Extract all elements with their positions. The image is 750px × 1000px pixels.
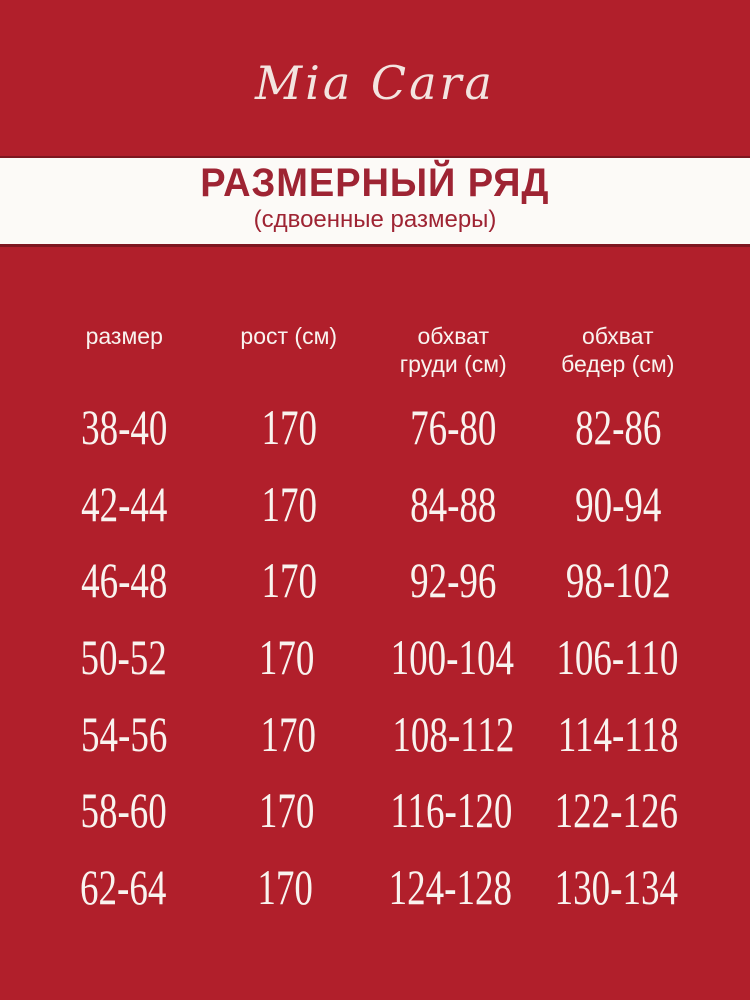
column-header-label: обхват бедер (см): [561, 323, 675, 377]
title-banner: РАЗМЕРНЫЙ РЯД (сдвоенные размеры): [0, 156, 750, 247]
column-header-2: обхват груди (см): [371, 322, 536, 378]
column-header-1: рост (см): [207, 322, 372, 378]
table-row: 46-48 170 92-96 98-102: [42, 542, 700, 619]
size-table-body: 38-40 170 76-80 82-86 42-44 170 84-88 90-94 46-4…: [42, 389, 700, 925]
table-cell: 98-102: [565, 552, 671, 609]
table-cell: 62-64: [80, 858, 167, 915]
column-header-0: размер: [42, 322, 207, 378]
page-subtitle: (сдвоенные размеры): [253, 206, 497, 233]
column-header-label: рост (см): [240, 323, 338, 349]
table-cell: 106-110: [556, 629, 679, 686]
table-row: 42-44 170 84-88 90-94: [42, 466, 700, 543]
column-header-3: обхват бедер (см): [536, 322, 701, 378]
table-cell: 124-128: [388, 858, 512, 915]
table-cell: 116-120: [389, 782, 512, 839]
table-cell: 170: [261, 399, 317, 456]
table-cell: 58-60: [80, 782, 167, 839]
table-cell: 46-48: [81, 552, 168, 609]
brand-logo: Mia Cara: [255, 56, 495, 110]
table-row: 58-60 170 116-120 122-126: [42, 772, 700, 849]
table-row: 38-40 170 76-80 82-86: [42, 389, 700, 466]
table-cell: 76-80: [410, 399, 497, 456]
page-title: РАЗМЕРНЫЙ РЯД: [200, 161, 550, 205]
table-cell: 50-52: [80, 629, 167, 686]
table-cell: 82-86: [574, 399, 661, 456]
table-cell: 130-134: [555, 858, 679, 915]
table-cell: 170: [259, 782, 315, 839]
table-cell: 170: [261, 475, 317, 532]
table-cell: 170: [261, 552, 317, 609]
table-row: 54-56 170 108-112 114-118: [42, 695, 700, 772]
column-header-label: размер: [85, 323, 163, 349]
table-cell: 54-56: [81, 705, 168, 762]
table-cell: 108-112: [392, 705, 515, 762]
table-row: 50-52 170 100-104 106-110: [42, 619, 700, 696]
table-cell: 122-126: [555, 782, 679, 839]
table-cell: 90-94: [574, 475, 661, 532]
table-cell: 114-118: [557, 705, 679, 762]
table-cell: 100-104: [390, 629, 514, 686]
table-cell: 38-40: [81, 399, 168, 456]
table-cell: 92-96: [410, 552, 497, 609]
column-header-label: обхват груди (см): [399, 323, 507, 377]
size-table-header: размер рост (см) обхват груди (см) обхват б…: [42, 322, 700, 378]
table-cell: 170: [257, 858, 314, 915]
table-row: 62-64 170 124-128 130-134: [42, 849, 700, 926]
table-cell: 170: [260, 705, 317, 762]
table-cell: 170: [259, 629, 315, 686]
table-cell: 84-88: [410, 475, 497, 532]
table-cell: 42-44: [81, 475, 168, 532]
